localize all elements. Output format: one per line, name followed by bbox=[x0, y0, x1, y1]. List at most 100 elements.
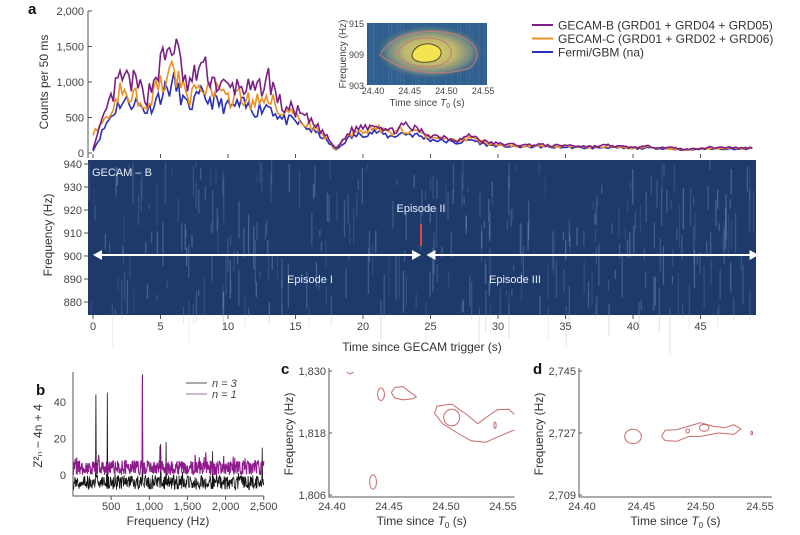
inset-y-label: Frequency (Hz) bbox=[338, 20, 349, 89]
spectrogram-streak bbox=[372, 243, 374, 277]
episode-iii-label: Episode III bbox=[489, 274, 541, 286]
spectrogram-streak bbox=[429, 206, 431, 223]
legend-label: n = 3 bbox=[212, 378, 238, 390]
spectrogram-streak bbox=[673, 164, 676, 191]
episode-i-label: Episode I bbox=[287, 274, 333, 286]
spectrogram-streak bbox=[171, 168, 173, 176]
spectrogram-streak bbox=[629, 231, 631, 258]
spectrogram-x-label: Time since GECAM trigger (s) bbox=[342, 340, 502, 354]
axes bbox=[578, 368, 772, 498]
x-tick-label: 30 bbox=[492, 321, 504, 333]
y-tick-label: 0 bbox=[60, 470, 66, 482]
legend-label: n = 1 bbox=[212, 389, 237, 401]
spectrogram-streak bbox=[749, 189, 751, 232]
y-tick-label: 0 bbox=[78, 148, 84, 160]
spectrogram-streak bbox=[266, 220, 268, 235]
spectrogram-streak bbox=[432, 175, 434, 200]
spectrogram-streak bbox=[689, 187, 692, 227]
x-tick-label: 24.40 bbox=[318, 501, 346, 513]
spectrogram-streak bbox=[568, 285, 570, 327]
spectrogram-streak bbox=[696, 254, 698, 265]
spectrogram-streak bbox=[749, 290, 751, 322]
y-tick-label: 2,000 bbox=[56, 6, 84, 18]
x-tick-label: 1,000 bbox=[136, 501, 164, 513]
y-tick-label: 940 bbox=[64, 159, 82, 171]
spectrogram-streak bbox=[752, 190, 755, 232]
spectrogram-streak bbox=[489, 212, 491, 239]
spectrogram-streak bbox=[508, 162, 510, 190]
spectrogram-streak bbox=[90, 299, 92, 315]
spectrogram-streak bbox=[709, 232, 712, 258]
spectrogram-streak bbox=[547, 265, 549, 299]
inset-heatmap: 903 909 915 24.40 24.45 24.50 24.55 bbox=[349, 19, 494, 96]
spectrogram-streak bbox=[281, 279, 283, 316]
spectrogram-streak bbox=[595, 302, 597, 319]
spectrogram-streak bbox=[222, 171, 224, 196]
spectrogram-streak bbox=[396, 179, 398, 185]
spectrogram-streak bbox=[478, 307, 480, 347]
spectrogram-streak bbox=[710, 259, 712, 285]
spectrogram-streak bbox=[653, 276, 655, 311]
spectrogram-streak bbox=[441, 246, 443, 258]
spectrogram-streak bbox=[94, 205, 96, 221]
panel-b-y-label: Z²ₙ − 4n + 4 bbox=[31, 404, 45, 468]
spectrogram-streak bbox=[367, 254, 370, 294]
spectrogram-streak bbox=[452, 164, 455, 194]
spectrogram-streak bbox=[484, 257, 486, 284]
spectrogram-streak bbox=[462, 160, 464, 190]
spectrogram-streak bbox=[156, 231, 159, 257]
spectrogram-streak bbox=[281, 258, 283, 289]
spectrogram-streak bbox=[719, 269, 721, 300]
axes bbox=[72, 372, 264, 497]
spectrogram-streak bbox=[229, 259, 231, 299]
spectrogram-streak bbox=[671, 276, 674, 285]
contour bbox=[390, 386, 417, 401]
legend-label: GECAM-C (GRD01 + GRD02 + GRD06) bbox=[558, 32, 773, 46]
spectrogram-streak bbox=[146, 284, 149, 300]
spectrogram-streak bbox=[634, 211, 637, 230]
spectrogram-streak bbox=[259, 271, 261, 278]
spectrogram-streak bbox=[348, 253, 350, 261]
spectrogram-streak bbox=[562, 232, 565, 240]
spectrogram-streak bbox=[268, 302, 270, 325]
x-tick-label: 25 bbox=[424, 321, 436, 333]
spectrogram-streak bbox=[621, 253, 623, 298]
spectrogram-streak bbox=[204, 185, 206, 201]
spectrogram-streak bbox=[192, 165, 195, 197]
spectrogram-streak bbox=[215, 168, 217, 184]
y-axis-label: Frequency (Hz) bbox=[282, 393, 296, 476]
spectrogram-streak bbox=[614, 269, 616, 279]
spectrogram-streak bbox=[596, 198, 599, 207]
spectrogram-streak bbox=[654, 277, 656, 306]
spectrogram-streak bbox=[192, 303, 194, 325]
spectrogram-streak bbox=[666, 189, 668, 213]
spectrogram-streak bbox=[511, 209, 514, 221]
y-tick-label: 1,830 bbox=[298, 366, 326, 378]
spectrogram-streak bbox=[715, 199, 717, 227]
spectrogram-streak bbox=[287, 263, 290, 308]
spectrogram-streak bbox=[223, 178, 225, 223]
spectrogram-streak bbox=[211, 190, 214, 234]
spectrogram-streak bbox=[511, 289, 513, 297]
x-axis-label: Time since T0 (s) bbox=[377, 514, 467, 530]
spectrogram-streak bbox=[217, 215, 219, 256]
spectrogram-streak bbox=[222, 292, 225, 332]
spectrogram-streak bbox=[522, 246, 525, 280]
panel-label-d: d bbox=[533, 361, 542, 378]
spectrogram-streak bbox=[225, 254, 227, 295]
inset-x-tick-label: 24.50 bbox=[435, 86, 458, 96]
x-tick-label: 24.45 bbox=[628, 501, 656, 513]
x-tick-label: 0 bbox=[90, 321, 96, 333]
spectrogram-streak bbox=[725, 194, 727, 240]
spectrogram-streak bbox=[595, 206, 597, 226]
spectrogram-streak bbox=[555, 260, 558, 299]
legend: GECAM-B (GRD01 + GRD04 + GRD05)GECAM-C (… bbox=[532, 19, 773, 60]
spectrogram-streak bbox=[709, 160, 711, 170]
spectrogram-streak bbox=[445, 185, 447, 212]
spectrogram-streak bbox=[211, 256, 213, 281]
spectrogram-streak bbox=[352, 208, 355, 245]
spectrogram-streak bbox=[195, 161, 197, 168]
spectrogram-streak bbox=[643, 247, 646, 261]
inset-x-label: Time since T0 (s) bbox=[389, 98, 464, 110]
spectrogram-streak bbox=[230, 235, 232, 246]
